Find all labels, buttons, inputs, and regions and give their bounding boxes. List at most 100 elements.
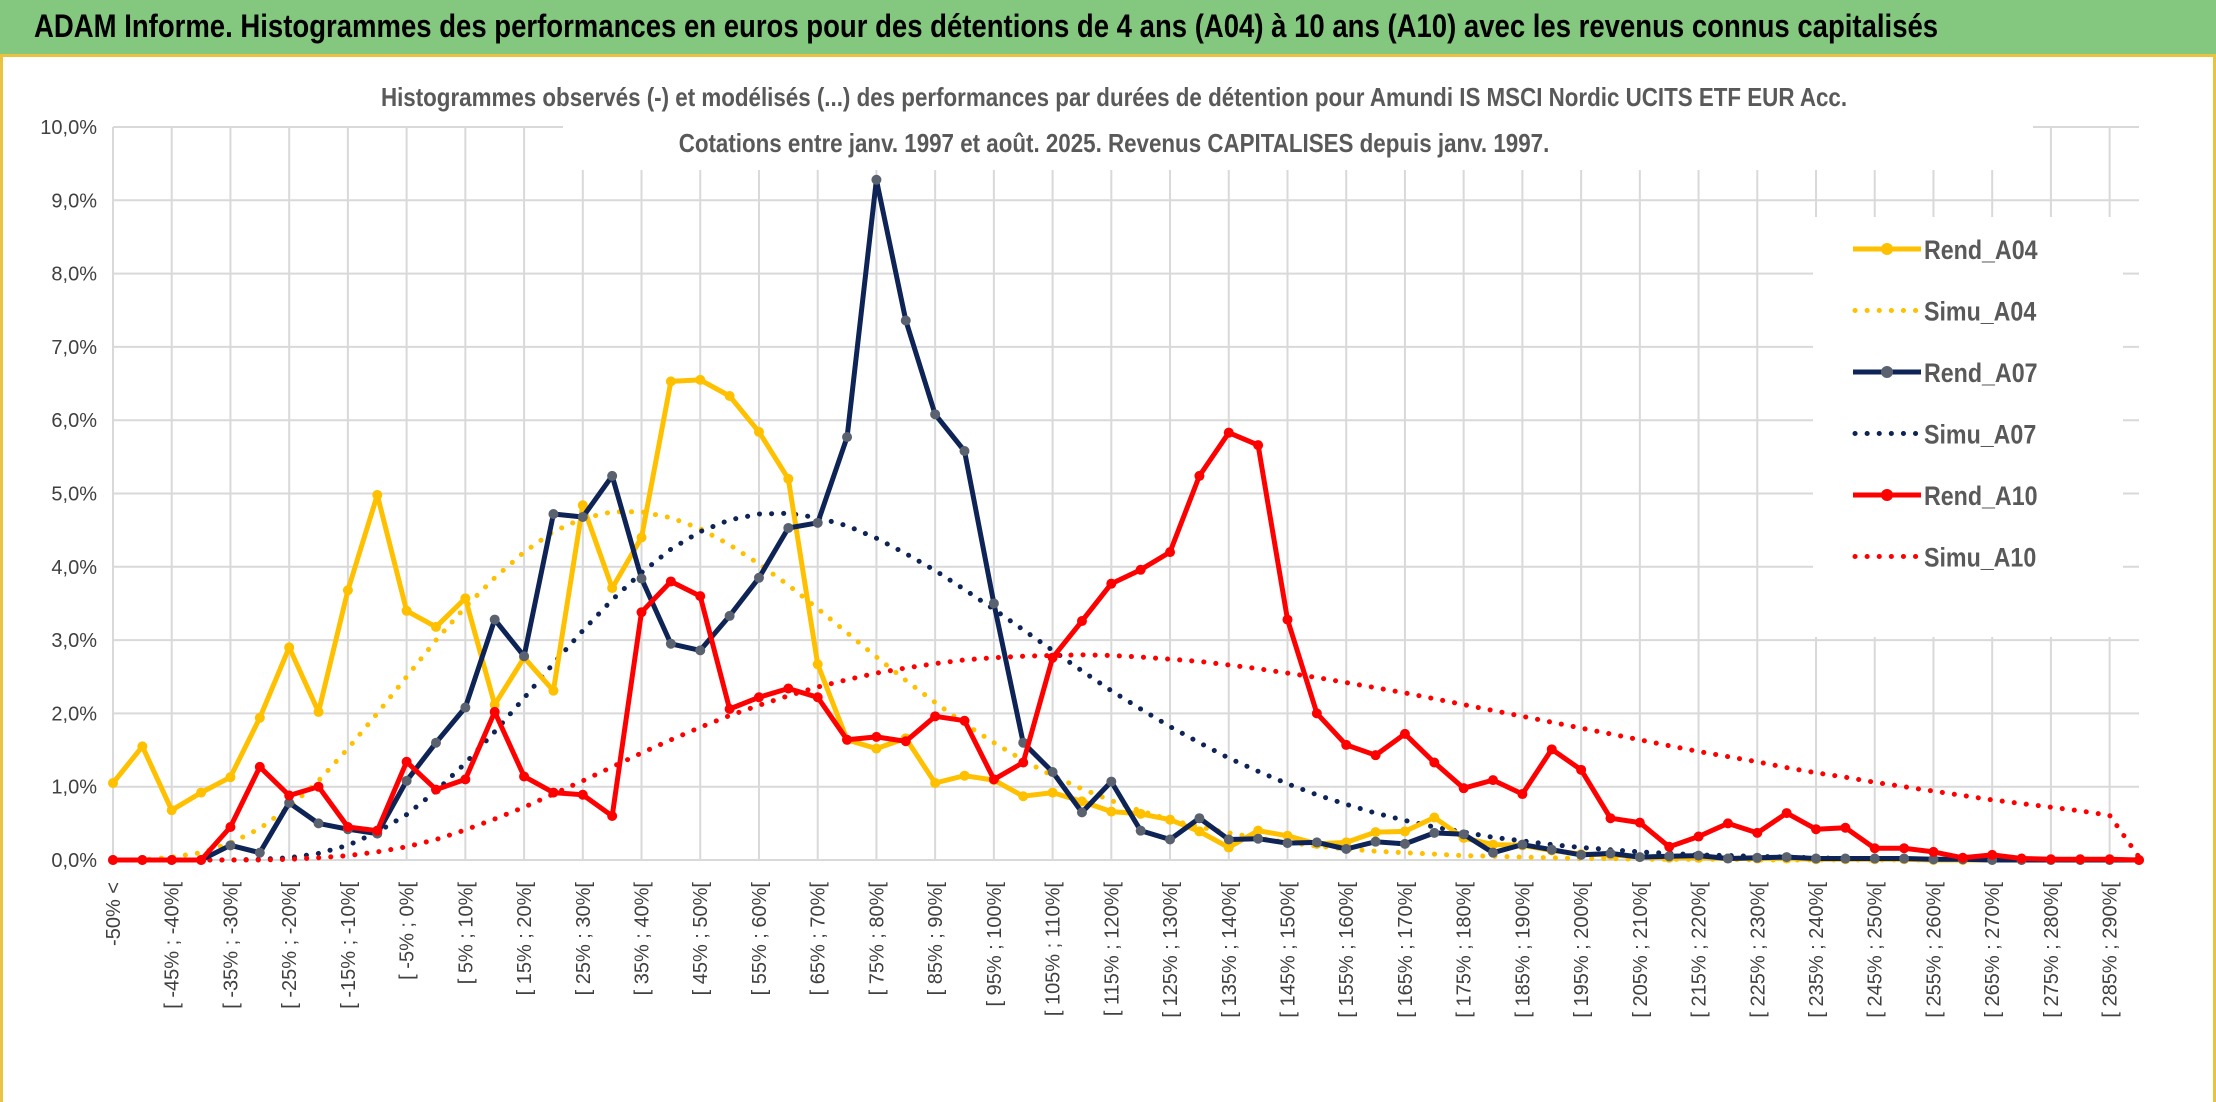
data-point — [2075, 854, 2086, 865]
data-point — [988, 774, 999, 785]
data-point — [724, 391, 735, 402]
data-point — [1458, 783, 1469, 794]
data-point — [1576, 764, 1587, 775]
data-point — [1957, 852, 1968, 863]
data-point — [1722, 818, 1733, 829]
x-tick-label: [ 275% ; 280%[ — [2041, 882, 2063, 1018]
x-tick-label: [ 175% ; 180%[ — [1454, 882, 1476, 1018]
data-point — [1047, 767, 1058, 778]
x-tick-label: [ 225% ; 230%[ — [1747, 882, 1769, 1018]
data-point — [1546, 844, 1557, 855]
data-point — [1076, 616, 1087, 627]
data-point — [2134, 855, 2144, 865]
data-point — [753, 692, 764, 703]
data-point — [2104, 854, 2115, 865]
x-tick-label: [ 125% ; 130%[ — [1160, 882, 1182, 1018]
x-tick-label: [ 245% ; 250%[ — [1865, 882, 1887, 1018]
x-tick-label: [ 25% ; 30%[ — [573, 882, 595, 996]
data-point — [577, 500, 588, 511]
data-point — [930, 409, 941, 420]
data-point — [753, 426, 764, 437]
x-tick-label: [ 255% ; 260%[ — [1923, 882, 1945, 1018]
data-point — [1076, 807, 1087, 818]
data-point — [401, 775, 412, 786]
data-point — [1458, 829, 1469, 840]
data-point — [1664, 851, 1675, 862]
data-point — [842, 734, 853, 745]
series-line — [110, 652, 2142, 863]
data-point — [1135, 808, 1146, 819]
x-tick-label: [ 55% ; 60%[ — [749, 882, 771, 996]
x-tick-label: [ 195% ; 200%[ — [1571, 882, 1593, 1018]
data-point — [1282, 614, 1293, 625]
legend-backdrop — [1813, 217, 2123, 637]
data-point — [1018, 791, 1029, 802]
data-point — [1223, 842, 1234, 853]
data-point — [166, 805, 177, 816]
data-point — [1811, 824, 1822, 835]
legend-label: Rend_A07 — [1924, 358, 2038, 388]
x-tick-label: [ -15% ; -10%[ — [338, 882, 360, 1009]
legend-item-Simu_A07: Simu_A07 — [1852, 420, 2036, 450]
data-point — [1341, 844, 1352, 855]
data-point — [1488, 839, 1499, 850]
data-point — [1634, 852, 1645, 863]
data-point — [665, 638, 676, 649]
data-point — [196, 855, 207, 865]
x-tick-label: [ 135% ; 140%[ — [1219, 882, 1241, 1018]
histogram-chart: 0,0% 1,0% 2,0% 3,0% 4,0% 5,0% 6,0% 7,0% 8,0% 9,0%… — [40, 62, 2144, 1018]
data-point — [1517, 789, 1528, 800]
y-tick-label: 6,0% — [51, 410, 97, 432]
chart-title: Histogrammes observés (-) et modélisés (… — [381, 83, 1847, 112]
x-tick-label: [ 205% ; 210%[ — [1630, 882, 1652, 1018]
legend-label: Simu_A04 — [1924, 297, 2036, 327]
x-tick-label: [ -35% ; -30%[ — [220, 882, 242, 1009]
data-point — [313, 781, 324, 792]
data-point — [812, 517, 823, 528]
data-point — [401, 756, 412, 767]
data-point — [636, 607, 647, 618]
y-tick-label: 9,0% — [51, 190, 97, 212]
legend-item-Rend_A07: Rend_A07 — [1853, 358, 2038, 388]
data-point — [342, 585, 353, 596]
data-point — [1194, 813, 1205, 824]
data-point — [430, 784, 441, 795]
data-point — [548, 787, 559, 798]
data-point — [372, 825, 383, 836]
data-point — [1223, 834, 1234, 845]
x-tick-label: [ 115% ; 120%[ — [1101, 882, 1123, 1017]
data-point — [1399, 826, 1410, 837]
legend-item-Simu_A10: Simu_A10 — [1852, 543, 2036, 573]
data-point — [254, 761, 265, 772]
y-tick-label: 1,0% — [51, 777, 97, 799]
data-point — [225, 822, 236, 833]
series-Simu_A10 — [110, 652, 2142, 863]
data-point — [577, 511, 588, 522]
x-tick-label: [ 35% ; 40%[ — [632, 882, 654, 996]
y-tick-label: 3,0% — [51, 630, 97, 652]
data-point — [1840, 822, 1851, 833]
data-point — [1576, 849, 1587, 860]
data-point — [1899, 853, 1910, 864]
data-point — [1752, 852, 1763, 863]
y-tick-label: 4,0% — [51, 557, 97, 579]
x-tick-label: [ 15% ; 20%[ — [514, 882, 536, 996]
data-point — [166, 855, 177, 865]
data-point — [724, 610, 735, 621]
data-point — [1899, 843, 1910, 854]
data-point — [1047, 787, 1058, 798]
legend-label: Simu_A10 — [1924, 543, 2036, 573]
data-point — [636, 573, 647, 584]
legend-label: Rend_A04 — [1924, 235, 2038, 265]
data-point — [254, 712, 265, 723]
data-point — [254, 847, 265, 858]
x-tick-label: [ 65% ; 70%[ — [808, 882, 830, 996]
data-point — [1664, 841, 1675, 852]
data-point — [959, 445, 970, 456]
data-point — [313, 706, 324, 717]
data-point — [1429, 812, 1440, 823]
data-point — [1869, 853, 1880, 864]
data-point — [313, 818, 324, 829]
data-point — [372, 489, 383, 500]
data-point — [1223, 427, 1234, 438]
